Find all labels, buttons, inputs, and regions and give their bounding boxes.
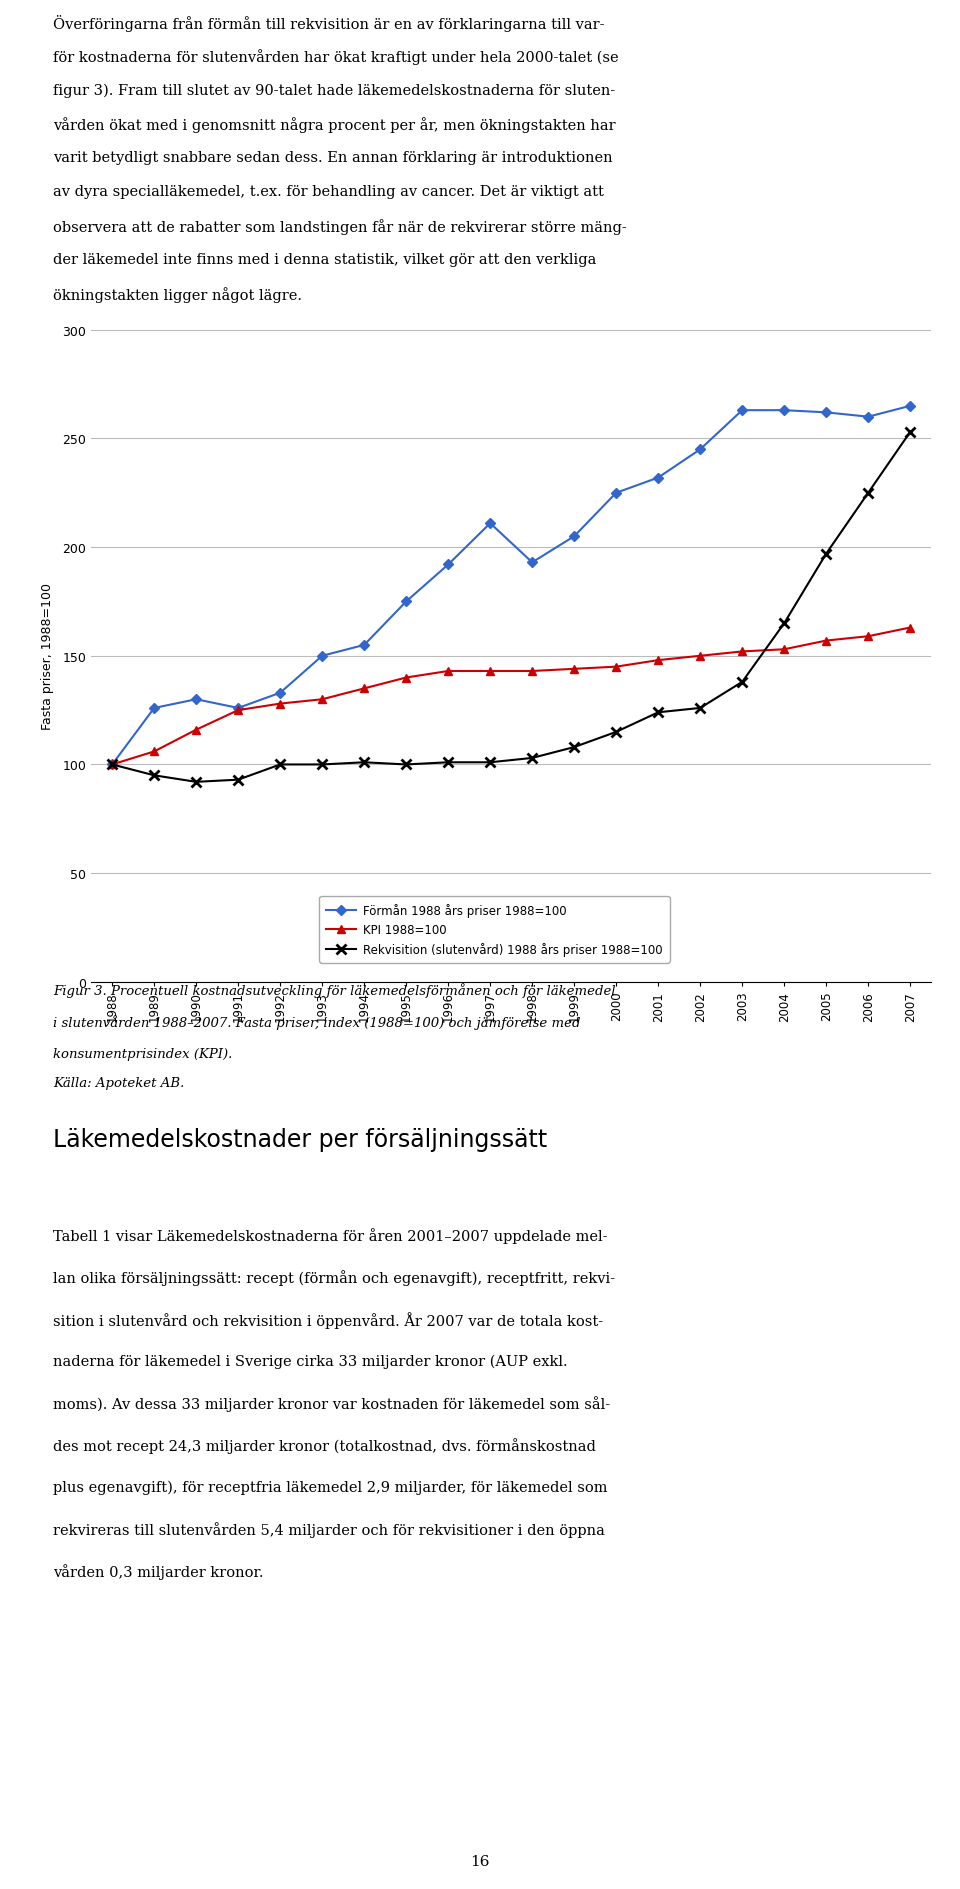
Rekvisition (slutenvård) 1988 års priser 1988=100	[862, 482, 874, 504]
KPI 1988=100	[443, 661, 454, 684]
Text: figur 3). Fram till slutet av 90-talet hade läkemedelskostnaderna för sluten-: figur 3). Fram till slutet av 90-talet h…	[53, 83, 615, 98]
Rekvisition (slutenvård) 1988 års priser 1988=100	[190, 771, 202, 793]
Text: rekvireras till slutenvården 5,4 miljarder och för rekvisitioner i den öppna: rekvireras till slutenvården 5,4 miljard…	[53, 1523, 605, 1538]
Text: naderna för läkemedel i Sverige cirka 33 miljarder kronor (AUP exkl.: naderna för läkemedel i Sverige cirka 33…	[53, 1354, 567, 1368]
Text: i slutenvården 1988–2007. Fasta priser, index (1988=100) och jämförelse med: i slutenvården 1988–2007. Fasta priser, …	[53, 1014, 580, 1030]
Legend: Förmån 1988 års priser 1988=100, KPI 1988=100, Rekvisition (slutenvård) 1988 års: Förmån 1988 års priser 1988=100, KPI 198…	[320, 897, 669, 963]
Förmån 1988 års priser 1988=100	[149, 697, 160, 720]
Förmån 1988 års priser 1988=100	[694, 438, 706, 461]
Rekvisition (slutenvård) 1988 års priser 1988=100	[736, 671, 748, 693]
Text: moms). Av dessa 33 miljarder kronor var kostnaden för läkemedel som sål-: moms). Av dessa 33 miljarder kronor var …	[53, 1396, 610, 1411]
Text: Överföringarna från förmån till rekvisition är en av förklaringarna till var-: Överföringarna från förmån till rekvisit…	[53, 15, 604, 32]
Rekvisition (slutenvård) 1988 års priser 1988=100	[232, 769, 244, 791]
Text: Källa: Apoteket AB.: Källa: Apoteket AB.	[53, 1077, 184, 1090]
Y-axis label: Fasta priser, 1988=100: Fasta priser, 1988=100	[41, 584, 54, 729]
Rekvisition (slutenvård) 1988 års priser 1988=100	[358, 752, 370, 774]
Rekvisition (slutenvård) 1988 års priser 1988=100	[779, 612, 790, 635]
KPI 1988=100	[568, 657, 580, 680]
KPI 1988=100	[149, 740, 160, 763]
Rekvisition (slutenvård) 1988 års priser 1988=100	[149, 765, 160, 788]
Text: Tabell 1 visar Läkemedelskostnaderna för åren 2001–2007 uppdelade mel-: Tabell 1 visar Läkemedelskostnaderna för…	[53, 1228, 608, 1243]
Text: sition i slutenvård och rekvisition i öppenvård. År 2007 var de totala kost-: sition i slutenvård och rekvisition i öp…	[53, 1311, 603, 1328]
Text: konsumentprisindex (KPI).: konsumentprisindex (KPI).	[53, 1048, 232, 1060]
KPI 1988=100	[107, 754, 118, 776]
Text: vården ökat med i genomsnitt några procent per år, men ökningstakten har: vården ökat med i genomsnitt några proce…	[53, 117, 615, 132]
Text: Figur 3. Procentuell kostnadsutveckling för läkemedelsförmånen och för läkemedel: Figur 3. Procentuell kostnadsutveckling …	[53, 982, 615, 997]
Line: Rekvisition (slutenvård) 1988 års priser 1988=100: Rekvisition (slutenvård) 1988 års priser…	[108, 427, 915, 788]
Rekvisition (slutenvård) 1988 års priser 1988=100	[443, 752, 454, 774]
Text: observera att de rabatter som landstingen får när de rekvirerar större mäng-: observera att de rabatter som landstinge…	[53, 219, 627, 234]
Förmån 1988 års priser 1988=100	[485, 512, 496, 535]
Förmån 1988 års priser 1988=100	[317, 646, 328, 669]
Förmån 1988 års priser 1988=100	[611, 482, 622, 504]
Rekvisition (slutenvård) 1988 års priser 1988=100	[275, 754, 286, 776]
Rekvisition (slutenvård) 1988 års priser 1988=100	[568, 737, 580, 759]
Förmån 1988 års priser 1988=100	[358, 635, 370, 657]
Rekvisition (slutenvård) 1988 års priser 1988=100	[485, 752, 496, 774]
Line: KPI 1988=100: KPI 1988=100	[108, 623, 914, 769]
Text: Läkemedelskostnader per försäljningssätt: Läkemedelskostnader per försäljningssätt	[53, 1128, 547, 1152]
KPI 1988=100	[904, 618, 916, 640]
Förmån 1988 års priser 1988=100	[275, 682, 286, 705]
KPI 1988=100	[317, 689, 328, 712]
Förmån 1988 års priser 1988=100	[568, 525, 580, 548]
KPI 1988=100	[694, 646, 706, 669]
Förmån 1988 års priser 1988=100	[736, 400, 748, 423]
KPI 1988=100	[779, 638, 790, 661]
Rekvisition (slutenvård) 1988 års priser 1988=100	[821, 542, 832, 565]
Text: varit betydligt snabbare sedan dess. En annan förklaring är introduktionen: varit betydligt snabbare sedan dess. En …	[53, 151, 612, 164]
Förmån 1988 års priser 1988=100	[443, 553, 454, 576]
KPI 1988=100	[611, 655, 622, 678]
KPI 1988=100	[275, 693, 286, 716]
Line: Förmån 1988 års priser 1988=100: Förmån 1988 års priser 1988=100	[108, 402, 914, 769]
KPI 1988=100	[862, 625, 874, 648]
Rekvisition (slutenvård) 1988 års priser 1988=100	[400, 754, 412, 776]
KPI 1988=100	[232, 699, 244, 722]
Förmån 1988 års priser 1988=100	[190, 689, 202, 712]
Rekvisition (slutenvård) 1988 års priser 1988=100	[653, 701, 664, 723]
Text: lan olika försäljningssätt: recept (förmån och egenavgift), receptfritt, rekvi-: lan olika försäljningssätt: recept (förm…	[53, 1269, 615, 1286]
Förmån 1988 års priser 1988=100	[653, 467, 664, 489]
Rekvisition (slutenvård) 1988 års priser 1988=100	[904, 421, 916, 444]
Text: 16: 16	[470, 1853, 490, 1868]
Förmån 1988 års priser 1988=100	[821, 402, 832, 425]
KPI 1988=100	[190, 720, 202, 742]
Text: för kostnaderna för slutenvården har ökat kraftigt under hela 2000-talet (se: för kostnaderna för slutenvården har öka…	[53, 49, 618, 64]
Rekvisition (slutenvård) 1988 års priser 1988=100	[107, 754, 118, 776]
Förmån 1988 års priser 1988=100	[400, 591, 412, 614]
Text: vården 0,3 miljarder kronor.: vården 0,3 miljarder kronor.	[53, 1564, 263, 1579]
Rekvisition (slutenvård) 1988 års priser 1988=100	[317, 754, 328, 776]
Text: av dyra specialläkemedel, t.ex. för behandling av cancer. Det är viktigt att: av dyra specialläkemedel, t.ex. för beha…	[53, 185, 604, 198]
Text: plus egenavgift), för receptfria läkemedel 2,9 miljarder, för läkemedel som: plus egenavgift), för receptfria läkemed…	[53, 1479, 608, 1494]
KPI 1988=100	[736, 640, 748, 663]
KPI 1988=100	[485, 661, 496, 684]
Text: des mot recept 24,3 miljarder kronor (totalkostnad, dvs. förmånskostnad: des mot recept 24,3 miljarder kronor (to…	[53, 1438, 595, 1455]
KPI 1988=100	[653, 650, 664, 672]
Förmån 1988 års priser 1988=100	[526, 552, 538, 574]
Rekvisition (slutenvård) 1988 års priser 1988=100	[611, 722, 622, 744]
Text: der läkemedel inte finns med i denna statistik, vilket gör att den verkliga: der läkemedel inte finns med i denna sta…	[53, 253, 596, 266]
Förmån 1988 års priser 1988=100	[232, 697, 244, 720]
KPI 1988=100	[526, 661, 538, 684]
KPI 1988=100	[358, 678, 370, 701]
Förmån 1988 års priser 1988=100	[862, 406, 874, 429]
Förmån 1988 års priser 1988=100	[904, 395, 916, 417]
Rekvisition (slutenvård) 1988 års priser 1988=100	[526, 748, 538, 771]
Text: ökningstakten ligger något lägre.: ökningstakten ligger något lägre.	[53, 287, 301, 302]
Förmån 1988 års priser 1988=100	[779, 400, 790, 423]
KPI 1988=100	[400, 667, 412, 689]
Förmån 1988 års priser 1988=100	[107, 754, 118, 776]
KPI 1988=100	[821, 629, 832, 652]
Rekvisition (slutenvård) 1988 års priser 1988=100	[694, 697, 706, 720]
